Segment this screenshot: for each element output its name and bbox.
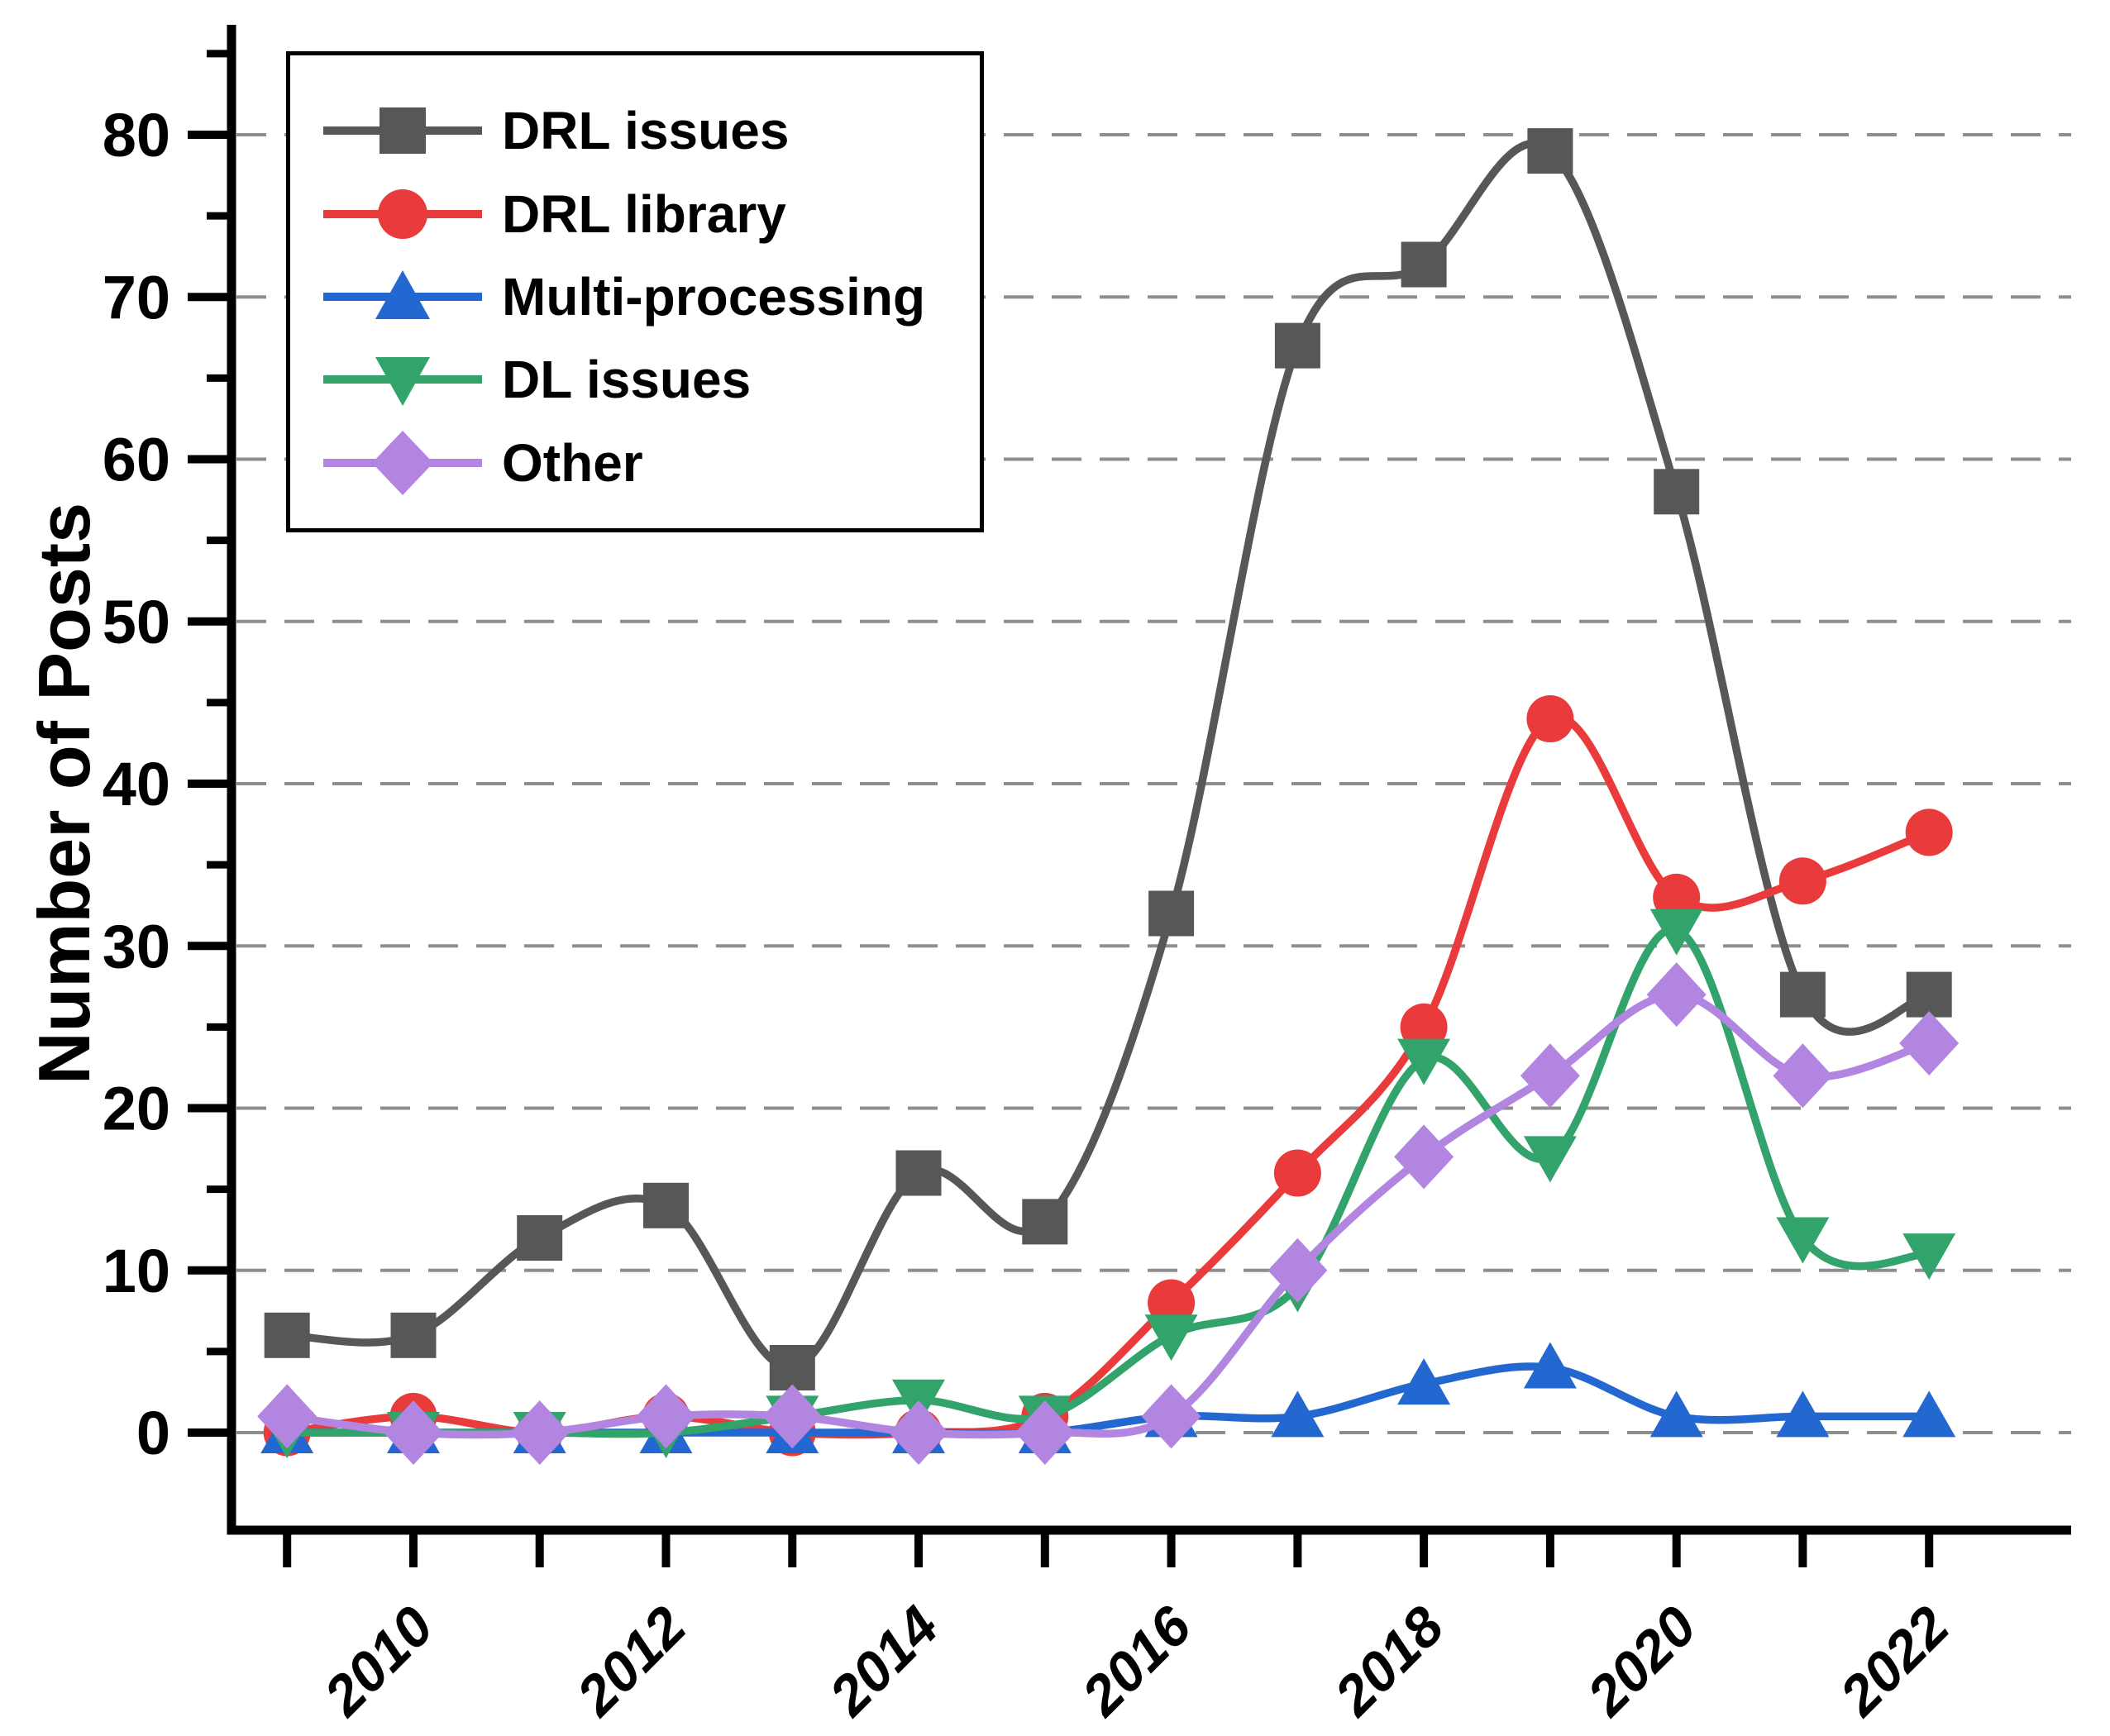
x-axis-ticks: 2010 2012 2014 2016 2018 2020 2022 [283,1530,1961,1729]
legend-label: DRL issues [502,101,790,161]
legend-label: DRL library [502,184,786,244]
legend-label: Multi-processing [502,266,926,327]
y-tick-label: 80 [103,101,170,169]
series-markers [264,128,1952,1390]
x-tick-label: 2016 [1069,1594,1204,1729]
x-tick-label: 2022 [1827,1595,1961,1729]
legend-triangle-up-marker-icon [323,269,482,319]
series-drl-library [263,695,1953,1457]
x-tick-label: 2020 [1574,1595,1708,1729]
series-markers [257,962,1960,1465]
legend-item-other: Other [322,430,971,495]
legend-label: DL issues [502,350,752,410]
y-tick-label: 20 [103,1075,170,1143]
y-tick-label: 40 [103,750,170,818]
legend-item-multi-processing: Multi-processing [322,268,971,326]
y-tick-label: 0 [136,1399,170,1467]
legend-label: Other [502,432,643,493]
legend-item-dl-issues: DL issues [322,351,971,408]
legend-diamond-marker-icon [323,430,482,495]
y-tick-label: 60 [103,426,170,494]
legend-circle-marker-icon [323,188,482,239]
y-axis-ticks: 0 10 20 30 40 50 60 70 80 [103,50,232,1467]
series-drl-issues [264,128,1952,1390]
x-tick-label: 2018 [1322,1595,1456,1729]
y-tick-label: 30 [103,912,170,980]
legend-item-drl-library: DRL library [322,185,971,243]
x-tick-label: 2014 [816,1595,950,1729]
y-tick-label: 50 [103,588,170,656]
y-tick-label: 10 [103,1237,170,1305]
legend-item-drl-issues: DRL issues [322,102,971,160]
y-tick-label: 70 [103,263,170,331]
series-markers [263,695,1953,1457]
y-axis-title: Number of Posts [23,502,105,1085]
legend: DRL issues DRL library Multi-processing … [286,51,984,532]
x-tick-label: 2012 [564,1595,698,1729]
legend-square-marker-icon [323,107,482,155]
x-tick-label: 2010 [311,1595,445,1729]
legend-triangle-down-marker-icon [323,357,482,407]
series-other [257,962,1960,1465]
